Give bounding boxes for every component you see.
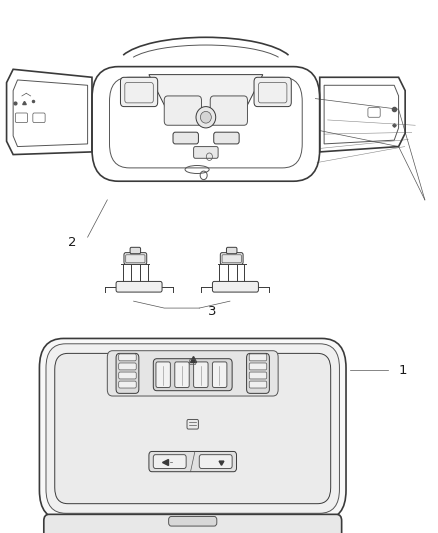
FancyBboxPatch shape <box>194 362 208 387</box>
FancyBboxPatch shape <box>249 363 267 370</box>
FancyBboxPatch shape <box>220 253 243 264</box>
FancyBboxPatch shape <box>107 351 278 396</box>
FancyBboxPatch shape <box>214 132 239 144</box>
FancyBboxPatch shape <box>247 353 269 393</box>
FancyBboxPatch shape <box>164 96 201 125</box>
FancyBboxPatch shape <box>212 362 227 387</box>
FancyBboxPatch shape <box>119 354 136 361</box>
FancyBboxPatch shape <box>130 247 141 254</box>
FancyBboxPatch shape <box>153 359 232 391</box>
FancyBboxPatch shape <box>120 77 158 107</box>
FancyBboxPatch shape <box>55 353 331 504</box>
FancyBboxPatch shape <box>212 281 258 292</box>
FancyBboxPatch shape <box>119 372 136 379</box>
FancyBboxPatch shape <box>226 247 237 254</box>
FancyBboxPatch shape <box>254 77 291 107</box>
FancyBboxPatch shape <box>119 363 136 370</box>
FancyBboxPatch shape <box>46 344 339 513</box>
Text: 1: 1 <box>399 364 407 377</box>
FancyBboxPatch shape <box>173 132 198 144</box>
FancyBboxPatch shape <box>194 147 218 158</box>
FancyBboxPatch shape <box>156 362 170 387</box>
FancyBboxPatch shape <box>169 516 217 526</box>
Ellipse shape <box>196 107 215 128</box>
FancyBboxPatch shape <box>175 362 189 387</box>
Polygon shape <box>149 75 263 109</box>
FancyBboxPatch shape <box>249 372 267 379</box>
FancyBboxPatch shape <box>39 338 346 520</box>
FancyBboxPatch shape <box>199 455 232 469</box>
Text: 3: 3 <box>208 305 216 318</box>
FancyBboxPatch shape <box>116 281 162 292</box>
FancyBboxPatch shape <box>149 451 237 472</box>
FancyBboxPatch shape <box>210 96 247 125</box>
FancyBboxPatch shape <box>153 455 186 469</box>
Text: 2: 2 <box>68 236 76 249</box>
FancyBboxPatch shape <box>119 381 136 388</box>
FancyBboxPatch shape <box>124 253 147 264</box>
FancyBboxPatch shape <box>249 354 267 361</box>
Ellipse shape <box>200 111 211 123</box>
FancyBboxPatch shape <box>116 353 139 393</box>
FancyBboxPatch shape <box>249 381 267 388</box>
FancyBboxPatch shape <box>44 514 342 533</box>
